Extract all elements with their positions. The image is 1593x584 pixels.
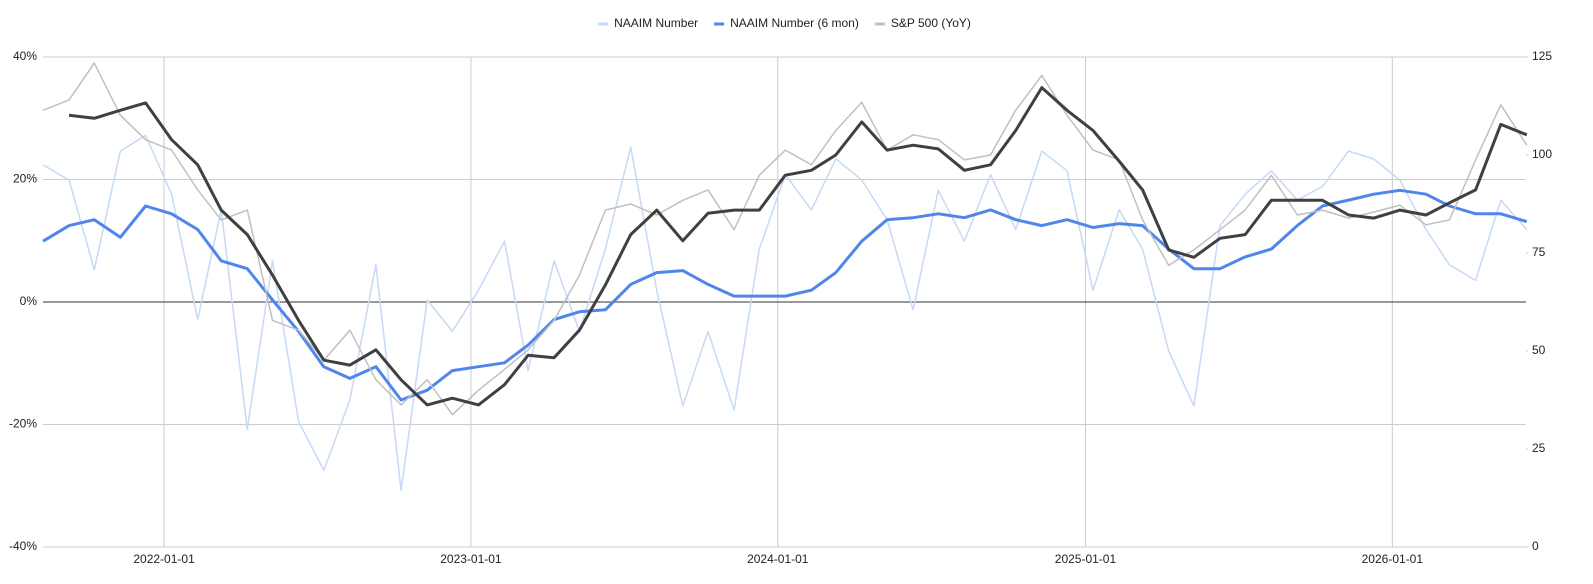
series-line [68,86,1528,407]
y2-tick-label: 25 [1532,441,1546,455]
series-line [42,62,1528,416]
x-tick-label: 2024-01-01 [747,552,809,566]
series-line [42,134,1528,491]
legend-label: S&P 500 (YoY) [891,16,971,30]
x-tick-label: 2023-01-01 [440,552,502,566]
y-tick-label: 20% [13,172,37,186]
series-line [42,188,1528,402]
legend-label: NAAIM Number [614,16,698,30]
x-tick-label: 2022-01-01 [133,552,195,566]
legend: NAAIM Number NAAIM Number (6 mon) S&P 500 … [598,16,971,30]
y2-tick-label: 50 [1532,343,1546,357]
x-tick-label: 2026-01-01 [1362,552,1424,566]
legend-label: NAAIM Number (6 mon) [730,16,859,30]
y2-tick-label: 100 [1532,147,1552,161]
y-tick-label: 40% [13,49,37,63]
y2-tick-label: 0 [1532,539,1539,553]
y2-tick-label: 125 [1532,49,1552,63]
y2-tick-label: 75 [1532,245,1546,259]
y-tick-label: -40% [9,539,37,553]
x-tick-label: 2025-01-01 [1055,552,1117,566]
y-tick-label: -20% [9,417,37,431]
y-tick-label: 0% [20,294,38,308]
